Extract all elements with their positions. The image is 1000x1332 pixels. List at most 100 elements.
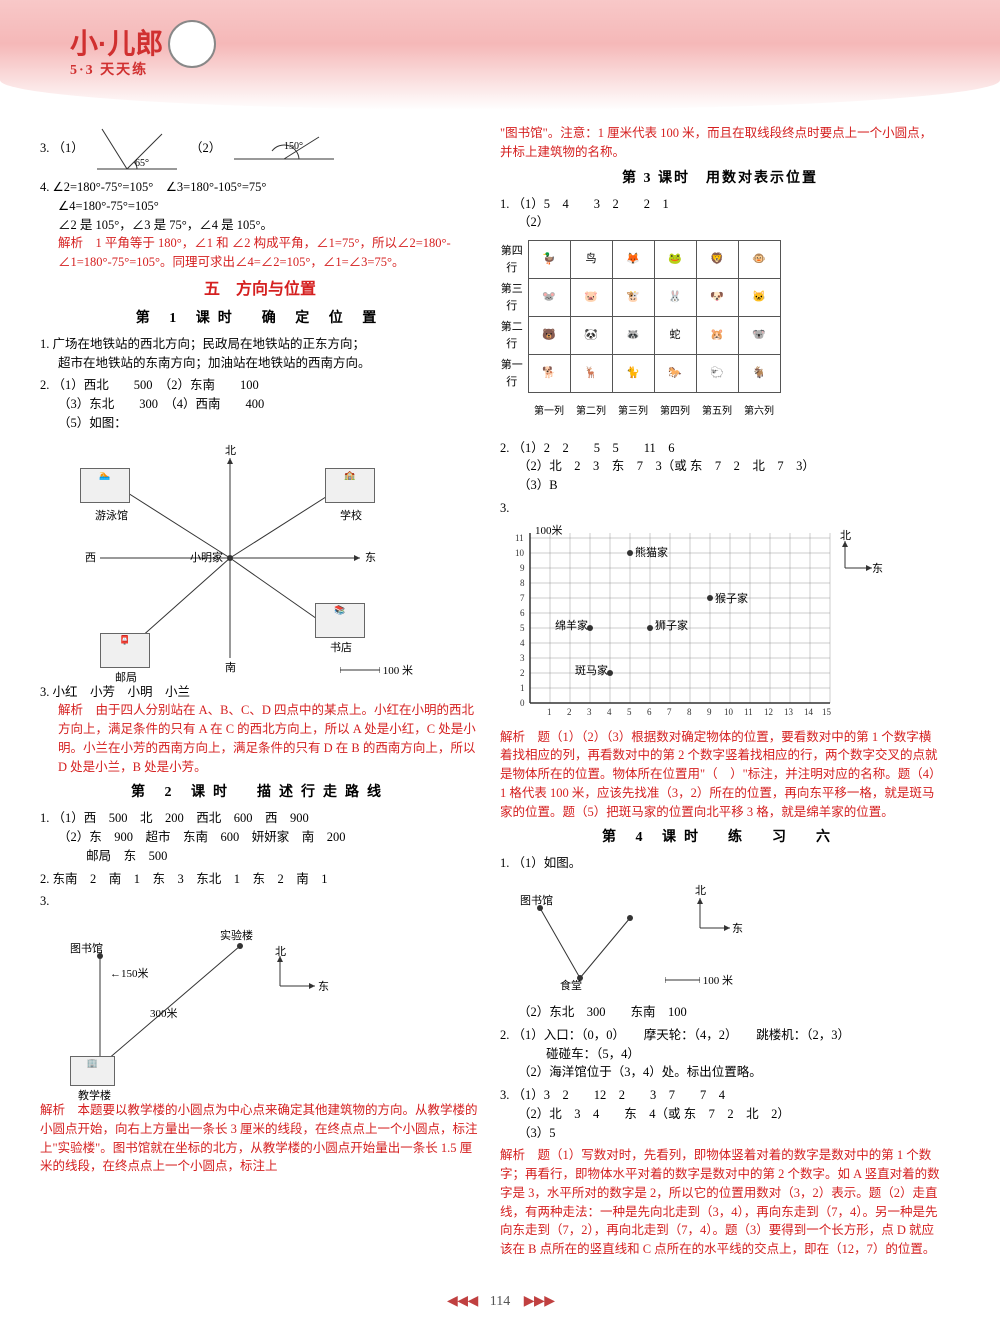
l2-q3: 3. — [40, 892, 480, 911]
l3-q2-i3: （3）B — [518, 476, 940, 495]
east4-label: 东 — [732, 921, 743, 938]
cell: 🐼 — [570, 317, 612, 355]
l1-q2-i1: （1）西北 500 （2）东南 100 — [53, 378, 259, 392]
svg-text:1: 1 — [520, 683, 525, 693]
animal-grid-wrap: 第四行 🦆鸟🦊🐸🦁🐵 第三行 🐭🐷🐮🐰🐶🐱 第二行 🐻🐼🦝蛇🐹🐨 第一行 🐕🦌🐈… — [500, 236, 940, 435]
svg-text:15: 15 — [822, 707, 832, 717]
l3-q1-num: 1. — [500, 197, 509, 211]
lion-label: 狮子家 — [655, 618, 688, 635]
svg-text:14: 14 — [804, 707, 814, 717]
north4-label: 北 — [695, 883, 706, 900]
school-label: 学校 — [340, 508, 362, 525]
page-footer: ◀ ◀ ◀ 114 ▶ ▶ ▶ — [0, 1291, 1000, 1312]
svg-text:3: 3 — [587, 707, 592, 717]
l4-q2-i1: （1）入口：（0，0） 摩天轮：（4，2） 跳楼机：（2，3） — [513, 1028, 851, 1042]
animal-grid: 第四行 🦆鸟🦊🐸🦁🐵 第三行 🐭🐷🐮🐰🐶🐱 第二行 🐻🐼🦝蛇🐹🐨 第一行 🐕🦌🐈… — [500, 240, 781, 431]
post-building: 📮 — [100, 633, 150, 668]
sheep-label: 绵羊家 — [555, 618, 588, 635]
l2-q1: 1. （1）西 500 北 200 西北 600 西 900 （2）东 900 … — [40, 809, 480, 865]
svg-text:3: 3 — [520, 653, 525, 663]
l4-q2-i3: （2）海洋馆位于（3，4）处。标出位置略。 — [518, 1063, 940, 1082]
lesson2-title: 第 2 课时 描述行走路线 — [40, 782, 480, 803]
l1-q3-text: 3. 小红 小芳 小明 小兰 — [40, 683, 480, 702]
bookstore-building: 📚 — [315, 603, 365, 638]
continuation: "图书馆"。注意：1 厘米代表 100 米，而且在取线段终点时要点上一个小圆点，… — [500, 124, 940, 162]
l1-q2-i2: （3）东北 300 （4）西南 400 — [58, 395, 480, 414]
l1-q3: 3. 小红 小芳 小明 小兰 解析 由于四人分别站在 A、B、C、D 四点中的某… — [40, 683, 480, 777]
cell: 🐑 — [696, 355, 738, 393]
question-4: 4. ∠2=180°-75°=105° ∠3=180°-105°=75° ∠4=… — [40, 178, 480, 272]
svg-text:5: 5 — [520, 623, 525, 633]
q3-part1: （1） — [53, 141, 84, 155]
svg-text:13: 13 — [784, 707, 794, 717]
l2-q1-num: 1. — [40, 811, 49, 825]
lesson4-title: 第 4 课时 练 习 六 — [500, 827, 940, 848]
scale-label: 100 米 — [340, 663, 413, 680]
svg-text:9: 9 — [707, 707, 712, 717]
lab-label: 实验楼 — [220, 928, 253, 945]
q4-num: 4. — [40, 180, 49, 194]
center-label: 小明家 — [190, 550, 223, 567]
l2-q1-i2: （2）东 900 超市 东南 600 妍妍家 南 200 — [58, 828, 480, 847]
question-3: 3. （1） 65° （2） 150° — [40, 124, 480, 174]
l1-q3-analysis-text: 由于四人分别站在 A、B、C、D 四点中的某点上。小红在小明的西北方向上，满足条… — [58, 703, 476, 773]
map-diagram-1: 🏊 游泳馆 🏫 学校 📮 邮局 📚 书店 小明家 北 南 东 西 100 米 — [40, 438, 420, 678]
svg-text:10: 10 — [724, 707, 734, 717]
cell: 🐨 — [738, 317, 780, 355]
l3-q2: 2. （1）2 2 5 5 11 6 （2）北 2 3 东 7 3（或 东 7 … — [500, 439, 940, 495]
cell: 🐸 — [654, 241, 696, 279]
east2-label: 东 — [318, 979, 329, 996]
south-label: 南 — [225, 660, 236, 677]
canteen-label: 食堂 — [560, 978, 582, 995]
q3-part2: （2） — [190, 141, 221, 155]
angle-diagram-2: 150° — [224, 129, 344, 169]
l4-q1-1: （1）如图。 — [513, 856, 582, 870]
teach-building: 🏢 — [70, 1056, 115, 1086]
chart-scale: 100米 — [535, 523, 563, 540]
l3-q2-i1: （1）2 2 5 5 11 6 — [513, 441, 675, 455]
mascot-face-icon — [168, 20, 216, 68]
footer-arrows-left: ◀ ◀ ◀ — [447, 1294, 476, 1309]
pool-building: 🏊 — [80, 468, 130, 503]
west-label: 西 — [85, 550, 96, 567]
lesson1-title: 第 1 课时 确 定 位 置 — [40, 308, 480, 329]
l4-q1: 1. （1）如图。 — [500, 854, 940, 873]
l2-q3-analysis: 解析 本题要以教学楼的小圆点为中心点来确定其他建筑物的方向。从教学楼的小圆点开始… — [40, 1101, 480, 1176]
cell: 🐐 — [738, 355, 780, 393]
svg-text:5: 5 — [627, 707, 632, 717]
l3-q3: 3. — [500, 499, 940, 518]
chart-compass: 北 东 — [830, 533, 880, 583]
cell: 🐶 — [696, 279, 738, 317]
l4-q3-i3: （3）5 — [518, 1124, 940, 1143]
main-content: 3. （1） 65° （2） 150° 4. ∠2=180°-75°=105° … — [0, 110, 1000, 1273]
cell: 🦌 — [570, 355, 612, 393]
l2-q1-i1: （1）西 500 北 200 西北 600 西 900 — [53, 811, 309, 825]
page-header: 小·儿郎 5·3 天天练 — [0, 0, 1000, 110]
cell: 🐷 — [570, 279, 612, 317]
cell: 蛇 — [654, 317, 696, 355]
q4-line3: ∠2 是 105°，∠3 是 75°，∠4 是 105°。 — [58, 216, 480, 235]
page-number: 114 — [490, 1294, 510, 1309]
left-column: 3. （1） 65° （2） 150° 4. ∠2=180°-75°=105° … — [40, 120, 480, 1263]
l1-q1-text: 1. 广场在地铁站的西北方向；民政局在地铁站的正东方向； — [40, 335, 480, 354]
north2-label: 北 — [275, 944, 286, 961]
lesson3-title: 第 3 课时 用数对表示位置 — [500, 168, 940, 189]
l1-q1: 1. 广场在地铁站的西北方向；民政局在地铁站的正东方向； 超市在地铁站的东南方向… — [40, 335, 480, 373]
l3-analysis-text: 题（1）（2）（3）根据数对确定物体的位置，要看数对中的第 1 个数字横着找相应… — [500, 730, 938, 819]
q4-analysis: 解析 1 平角等于 180°，∠1 和 ∠2 构成平角，∠1=75°，所以∠2=… — [58, 234, 480, 272]
cell: 🦆 — [528, 241, 570, 279]
svg-text:2: 2 — [567, 707, 572, 717]
cell: 🐕 — [528, 355, 570, 393]
q4-line1: ∠2=180°-75°=105° ∠3=180°-105°=75° — [53, 180, 267, 194]
right-column: "图书馆"。注意：1 厘米代表 100 米，而且在取线段终点时要点上一个小圆点，… — [500, 120, 940, 1263]
svg-text:11: 11 — [744, 707, 753, 717]
l4-q3-i2: （2）北 3 4 东 4（或 东 7 2 北 2） — [518, 1105, 940, 1124]
footer-arrows-right: ▶ ▶ ▶ — [524, 1294, 553, 1309]
svg-text:10: 10 — [515, 548, 525, 558]
d300-label: 300米 — [150, 1006, 178, 1023]
svg-text:2: 2 — [520, 668, 525, 678]
l1-q2-i3: （5）如图： — [58, 414, 480, 433]
l3-analysis: 解析 题（1）（2）（3）根据数对确定物体的位置，要看数对中的第 1 个数字横着… — [500, 728, 940, 822]
cell: 🦊 — [612, 241, 654, 279]
d150-label: ←150米 — [110, 966, 149, 983]
